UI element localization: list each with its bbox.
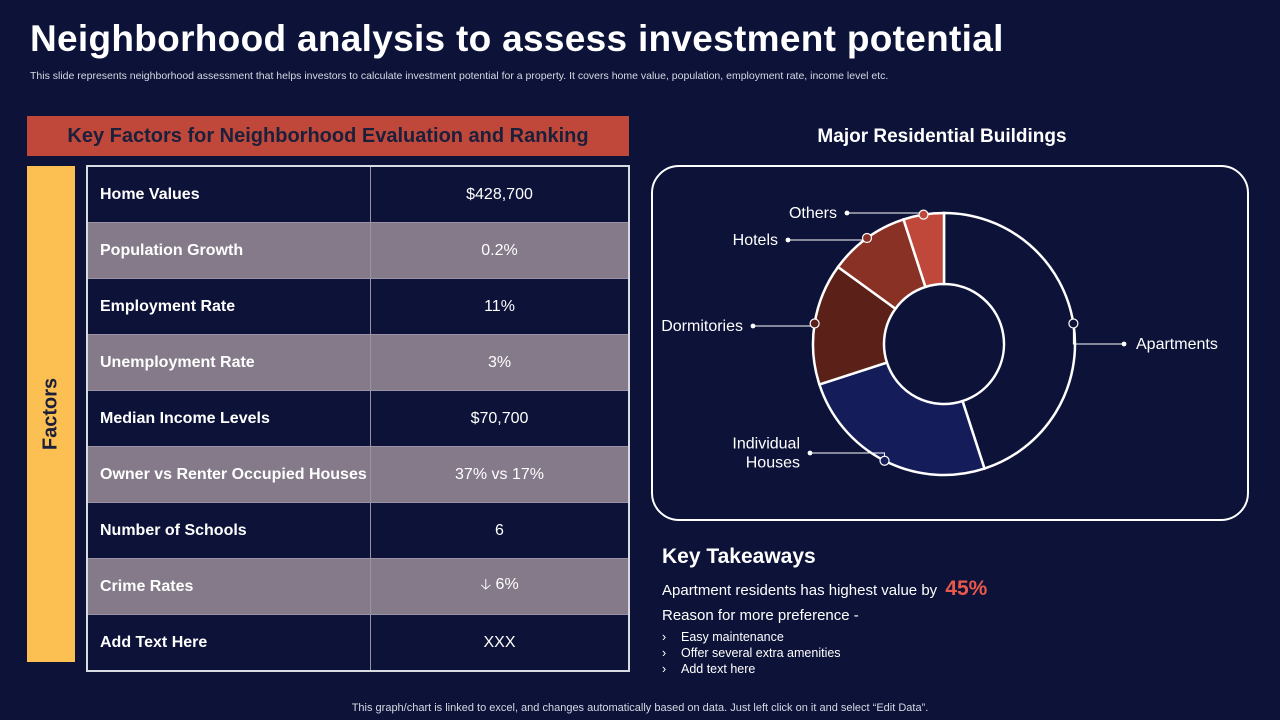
donut-slice-others — [901, 211, 946, 289]
chart-title: Major Residential Buildings — [817, 126, 1067, 147]
slice-label: Apartments — [1136, 336, 1218, 353]
factors-side-bar — [27, 166, 75, 662]
factor-label: Employment Rate — [87, 278, 371, 335]
factor-value: 11% — [370, 278, 629, 335]
leader-line — [753, 323, 816, 327]
table-row: Crime Rates 🡣 6% — [87, 558, 629, 615]
takeaways-highlight-text: Apartment residents has highest value by — [662, 582, 938, 599]
factors-table: Home Values $428,700 Population Growth 0… — [86, 165, 630, 672]
leader-line — [1072, 323, 1124, 345]
table-row: Employment Rate 11% — [87, 278, 629, 335]
takeaways-reason: Reason for more preference - — [662, 607, 859, 624]
table-row: Add Text Here XXX — [87, 614, 629, 672]
factor-value: 0.2% — [370, 222, 629, 279]
bullet-chevron-icon: › — [662, 662, 667, 676]
table-row: Number of Schools 6 — [87, 502, 629, 559]
factor-value: 3% — [370, 334, 629, 391]
takeaways-title: Key Takeaways — [662, 545, 816, 568]
slice-label: Others — [789, 205, 837, 222]
slice-anchor-dot — [1068, 318, 1079, 329]
factor-label: Crime Rates — [87, 558, 371, 615]
table-row: Home Values $428,700 — [87, 166, 629, 223]
factor-label: Add Text Here — [87, 614, 371, 672]
factor-value: 6 — [370, 502, 629, 559]
bullet-chevron-icon: › — [662, 646, 667, 660]
factor-value: $70,700 — [370, 390, 629, 447]
list-item: › Add text here — [662, 662, 756, 676]
table-row: Median Income Levels $70,700 — [87, 390, 629, 447]
takeaways-highlight: Apartment residents has highest value by… — [662, 577, 987, 601]
factor-value: $428,700 — [370, 166, 629, 223]
takeaways-highlight-value: 45% — [945, 577, 988, 600]
donut-slice-apartments — [942, 211, 1077, 471]
slice-label: Dormitories — [661, 318, 743, 335]
factor-label: Unemployment Rate — [87, 334, 371, 391]
takeaways-list: › Easy maintenance › Offer several extra a… — [662, 629, 841, 677]
donut-slice-individual-houses — [817, 360, 987, 477]
chart-container — [651, 165, 1249, 521]
list-item: › Offer several extra amenities — [662, 646, 841, 660]
factor-label: Population Growth — [87, 222, 371, 279]
page-subtitle: This slide represents neighborhood asses… — [30, 70, 889, 82]
factor-value: 37% vs 17% — [370, 446, 629, 503]
table-row: Unemployment Rate 3% — [87, 334, 629, 391]
leader-end-dot — [785, 237, 791, 243]
factor-label: Owner vs Renter Occupied Houses — [87, 446, 371, 503]
leader-line — [847, 212, 925, 215]
factor-value-text: 6% — [495, 576, 519, 593]
footer-note: This graph/chart is linked to excel, and… — [351, 702, 929, 714]
leader-end-dot — [750, 323, 756, 329]
table-row: Owner vs Renter Occupied Houses 37% vs 1… — [87, 446, 629, 503]
slice-anchor-dot — [809, 318, 820, 329]
slice-anchor-dot — [861, 232, 873, 244]
slice-label: Hotels — [733, 232, 778, 249]
page-title: Neighborhood analysis to assess investme… — [30, 18, 1004, 59]
bullet-chevron-icon: › — [662, 630, 667, 644]
factor-label: Median Income Levels — [87, 390, 371, 447]
list-item: › Easy maintenance — [662, 630, 784, 644]
slice-label: Individual Houses — [732, 436, 800, 472]
table-row: Population Growth 0.2% — [87, 222, 629, 279]
factor-label: Number of Schools — [87, 502, 371, 559]
arrow-down-icon: 🡣 — [480, 576, 492, 593]
factor-label: Home Values — [87, 166, 371, 223]
factor-value: XXX — [370, 614, 629, 672]
leader-end-dot — [1121, 341, 1127, 347]
leader-end-dot — [844, 210, 850, 216]
factor-value: 🡣 6% — [370, 558, 629, 615]
leader-line — [788, 238, 868, 241]
factors-section-header: Key Factors for Neighborhood Evaluation … — [27, 116, 629, 156]
leader-end-dot — [807, 450, 813, 456]
slice-anchor-dot — [879, 455, 890, 466]
slice-anchor-dot — [918, 209, 929, 220]
